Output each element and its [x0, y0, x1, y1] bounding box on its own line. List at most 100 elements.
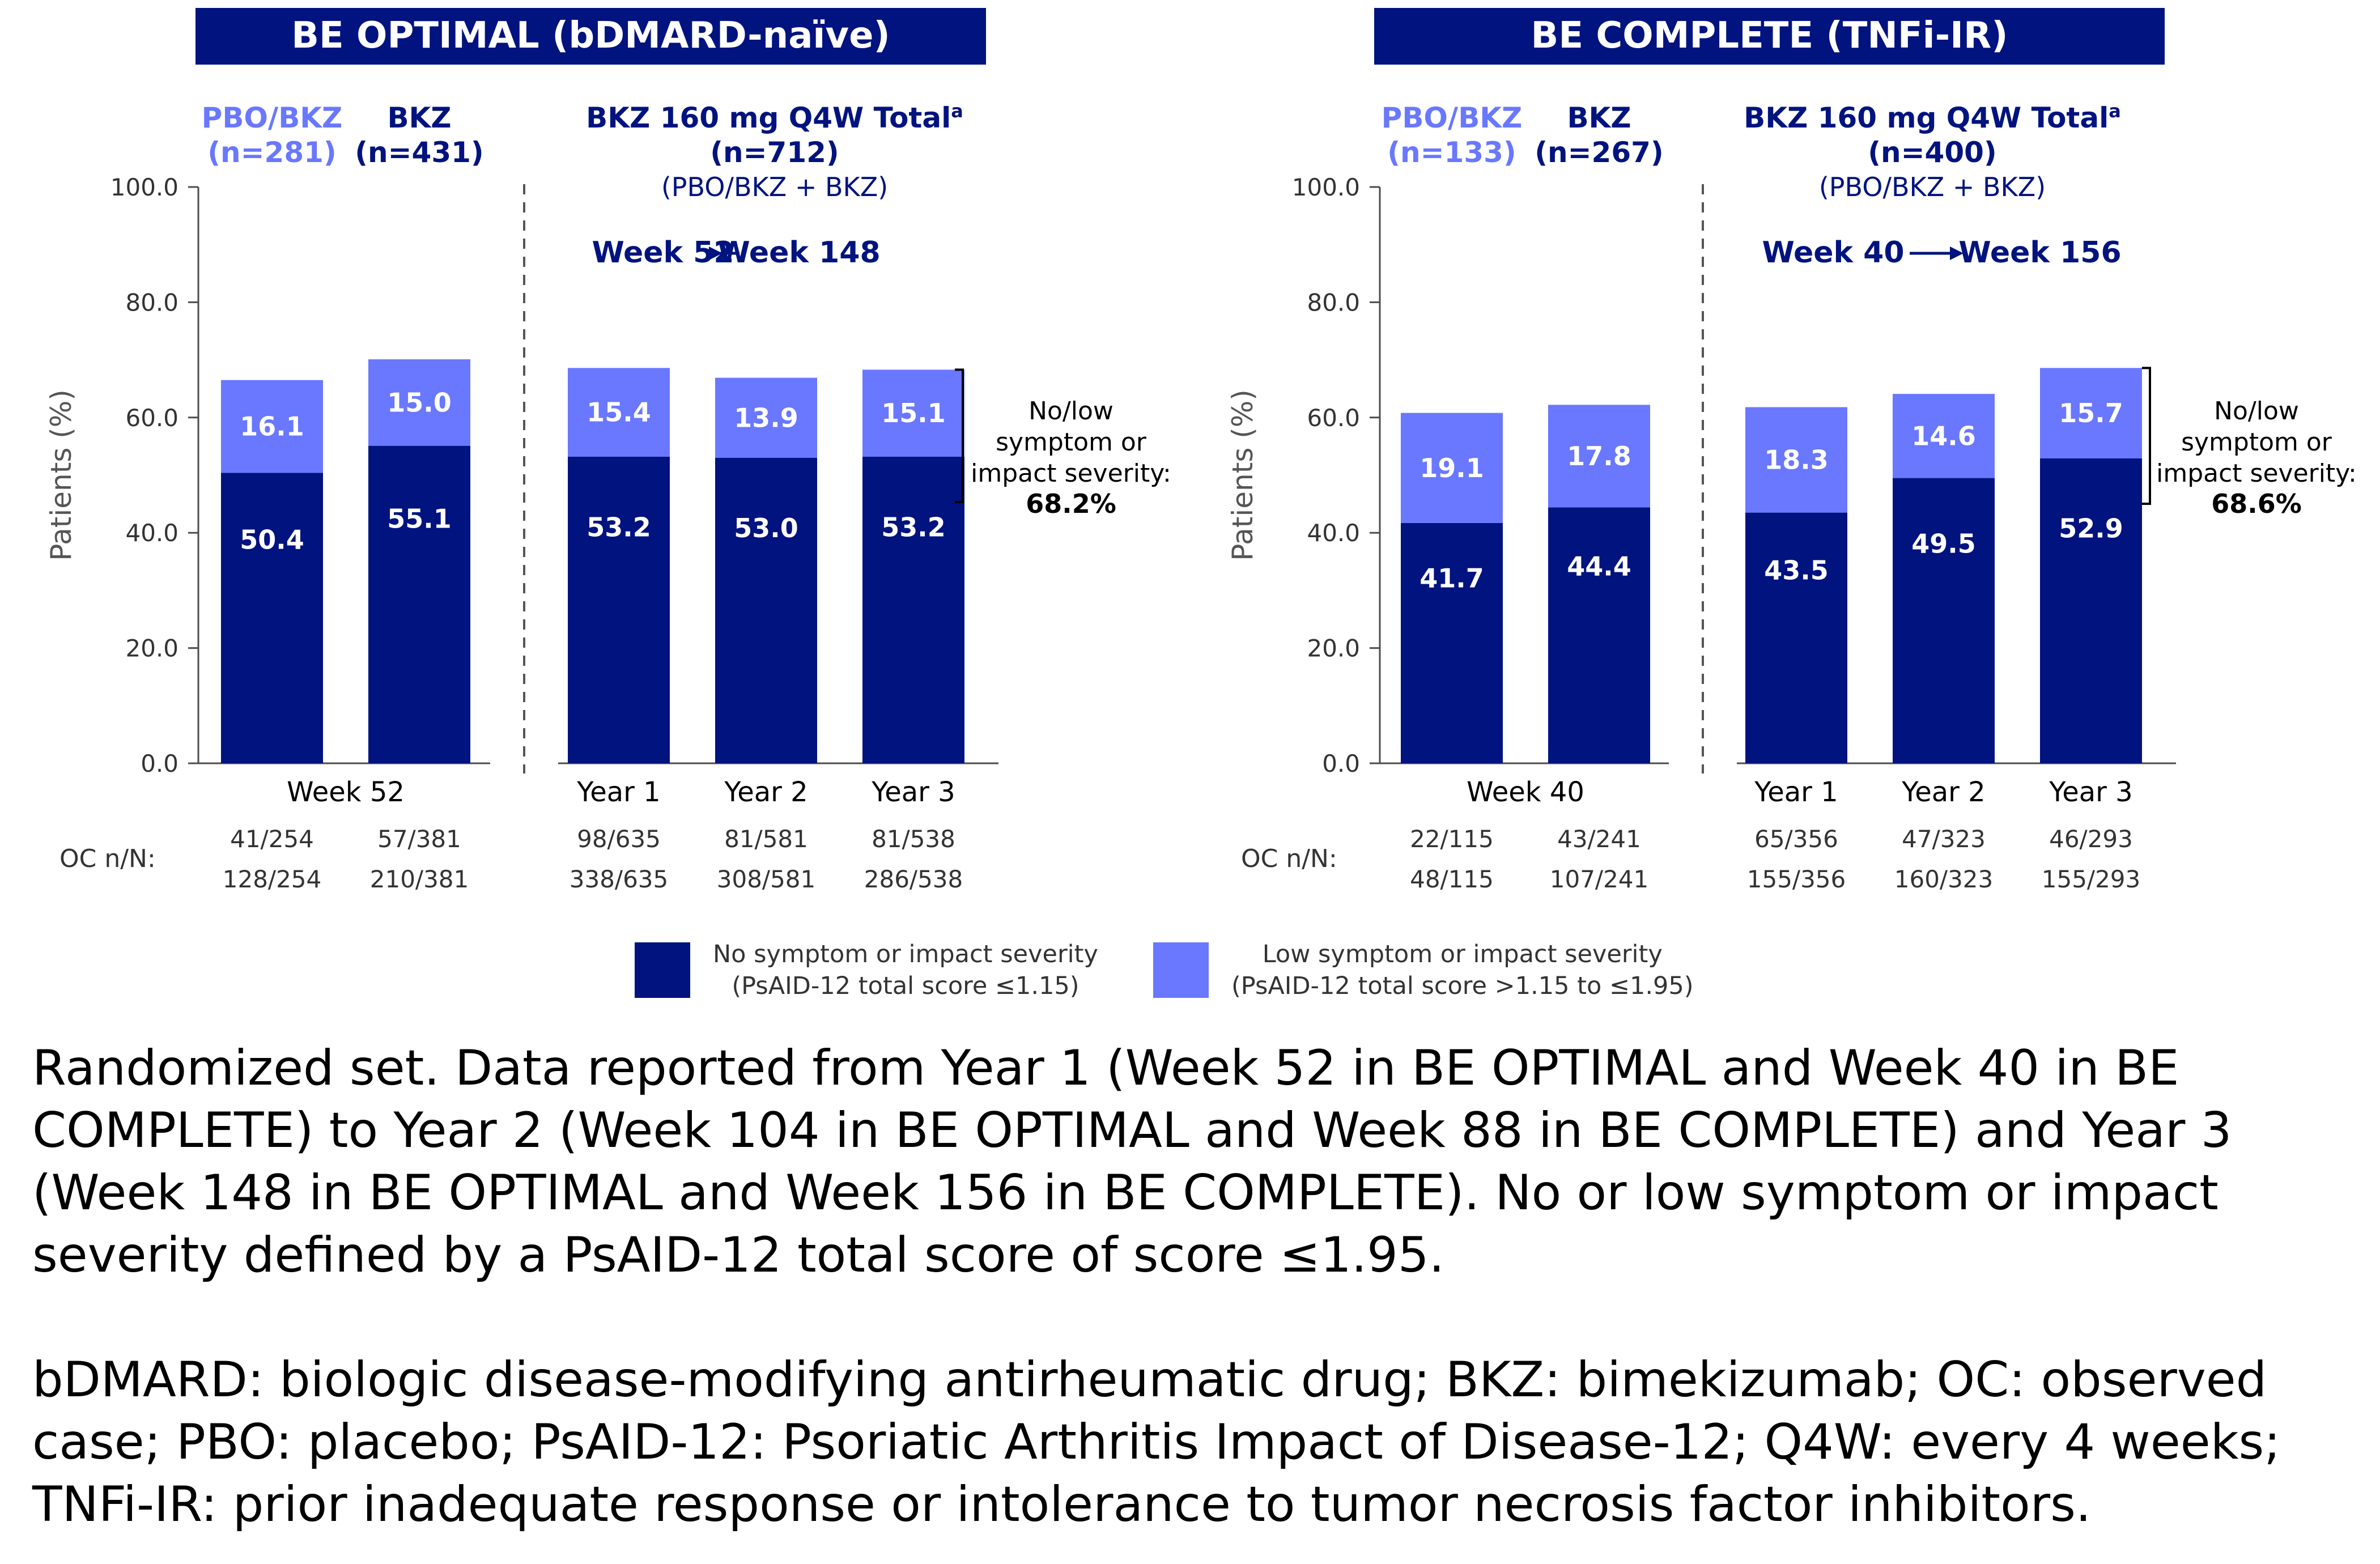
x-group-label: Year 2: [724, 776, 808, 808]
oc-count-low: 47/323: [1902, 825, 1986, 853]
y-tick-label: 0.0: [1322, 750, 1360, 777]
oc-label: OC n/N:: [1241, 844, 1337, 873]
oc-count-no: 155/293: [2042, 865, 2140, 893]
bar-low-severity: [862, 369, 964, 457]
legend-line: No symptom or impact severity: [713, 940, 1098, 968]
total-header-n: (n=400): [1868, 136, 1997, 169]
y-tick-label: 100.0: [1292, 173, 1360, 201]
arm-label-n: (n=281): [207, 136, 337, 169]
total-header-arms: (PBO/BKZ + BKZ): [661, 172, 888, 202]
y-tick-label: 20.0: [125, 635, 178, 662]
oc-count-low: 57/381: [377, 825, 461, 853]
total-header-n: (n=712): [710, 136, 839, 169]
x-group-label: Year 3: [871, 776, 955, 808]
arm-label-n: (n=133): [1387, 136, 1516, 169]
data-label-low-severity: 18.3: [1764, 445, 1829, 475]
panel-title-bar: [196, 8, 986, 65]
bar-low-severity: [1401, 413, 1503, 523]
y-tick-label: 60.0: [1307, 404, 1360, 432]
data-label-no-severity: 44.4: [1567, 551, 1631, 581]
data-label-no-severity: 50.4: [240, 524, 304, 555]
oc-count-no: 128/254: [223, 865, 321, 893]
arm-label-name: BKZ: [387, 101, 451, 134]
bar-low-severity: [368, 359, 470, 446]
oc-count-low: 43/241: [1557, 825, 1641, 853]
y-tick-label: 80.0: [1307, 288, 1360, 316]
y-tick-label: 100.0: [110, 173, 178, 201]
data-label-low-severity: 14.6: [1911, 420, 1976, 451]
annotation-line: No/low: [1028, 397, 1114, 426]
oc-count-low: 65/356: [1754, 825, 1838, 853]
x-group-label: Year 3: [2048, 776, 2132, 808]
annotation-bracket: [955, 368, 964, 503]
data-label-low-severity: 17.8: [1567, 441, 1631, 471]
y-tick-label: 0.0: [141, 750, 178, 777]
week-range-to: Week 156: [1958, 236, 2121, 270]
arm-label-n: (n=267): [1535, 136, 1664, 169]
legend-item-low-severity: Low symptom or impact severity (PsAID-12…: [1153, 938, 1694, 1002]
week-range-to: Week 148: [717, 236, 880, 270]
bar-low-severity: [715, 377, 817, 458]
oc-label: OC n/N:: [60, 844, 156, 873]
legend-label-low-severity: Low symptom or impact severity (PsAID-12…: [1231, 938, 1694, 1002]
bar-low-severity: [2040, 368, 2142, 459]
data-label-no-severity: 41.7: [1420, 563, 1484, 593]
total-header-arms: (PBO/BKZ + BKZ): [1819, 172, 2046, 202]
y-tick-label: 80.0: [125, 288, 178, 316]
annotation-value: 68.6%: [2211, 488, 2302, 519]
x-group-label: Year 1: [576, 776, 660, 808]
oc-count-low: 22/115: [1410, 825, 1494, 853]
data-label-low-severity: 16.1: [240, 411, 304, 442]
data-label-no-severity: 53.2: [881, 512, 946, 542]
oc-count-low: 46/293: [2049, 825, 2133, 853]
x-group-label: Week 40: [1467, 776, 1584, 808]
annotation-line: impact severity:: [2156, 459, 2357, 488]
annotation-value: 68.2%: [1026, 488, 1116, 519]
data-label-no-severity: 49.5: [1911, 528, 1976, 559]
arm-label-name: PBO/BKZ: [202, 101, 343, 134]
total-header-title: BKZ 160 mg Q4W Totala: [586, 100, 963, 134]
bar-low-severity: [1548, 405, 1650, 508]
footnote-marker: a: [951, 100, 963, 122]
panel-title-bar: [1374, 8, 2165, 65]
data-label-no-severity: 55.1: [387, 504, 452, 534]
oc-count-no: 107/241: [1550, 865, 1648, 893]
x-group-label: Year 1: [1754, 776, 1838, 808]
bar-no-severity: [1745, 512, 1847, 763]
x-group-label: Week 52: [287, 776, 405, 808]
panel-title: BE OPTIMAL (bDMARD-naïve): [291, 15, 890, 57]
annotation-bracket: [2142, 367, 2151, 505]
y-tick-label: 40.0: [125, 519, 178, 547]
annotation-line: No/low: [2214, 397, 2299, 426]
y-axis-label: Patients (%): [1226, 389, 1259, 561]
data-label-no-severity: 52.9: [2059, 513, 2123, 544]
bar-no-severity: [568, 456, 670, 763]
legend-label-no-severity: No symptom or impact severity (PsAID-12 …: [713, 938, 1098, 1002]
footnote-abbreviations: bDMARD: biologic disease-modifying antir…: [32, 1352, 2281, 1533]
bar-low-severity: [1745, 407, 1847, 513]
bar-no-severity: [1401, 522, 1503, 763]
charts-canvas: BE OPTIMAL (bDMARD-naïve) PBO/BKZ(n=281) B…: [45, 8, 2357, 893]
footnote-methods: Randomized set. Data reported from Year …: [32, 1040, 2232, 1284]
bar-no-severity: [2040, 458, 2142, 763]
y-tick-label: 60.0: [125, 404, 178, 432]
oc-count-no: 308/581: [717, 865, 815, 893]
data-label-no-severity: 53.2: [586, 512, 651, 542]
legend-swatch-dark: [635, 942, 690, 998]
panel-title: BE COMPLETE (TNFi-IR): [1531, 15, 2008, 57]
oc-count-no: 48/115: [1410, 865, 1494, 893]
data-label-no-severity: 53.0: [734, 513, 798, 543]
annotation-line: symptom or: [996, 428, 1147, 457]
x-group-label: Year 2: [1901, 776, 1985, 808]
y-tick-label: 40.0: [1307, 519, 1360, 547]
legend-swatch-light: [1153, 942, 1209, 998]
data-label-low-severity: 15.0: [387, 387, 452, 418]
oc-count-no: 286/538: [864, 865, 963, 893]
bar-no-severity: [1893, 478, 1995, 763]
data-label-low-severity: 15.1: [881, 398, 946, 428]
arrow-head-icon: [709, 246, 722, 260]
bar-low-severity: [1893, 394, 1995, 478]
legend-item-no-severity: No symptom or impact severity (PsAID-12 …: [635, 938, 1098, 1002]
oc-count-low: 81/581: [724, 825, 808, 853]
bar-no-severity: [221, 473, 323, 763]
